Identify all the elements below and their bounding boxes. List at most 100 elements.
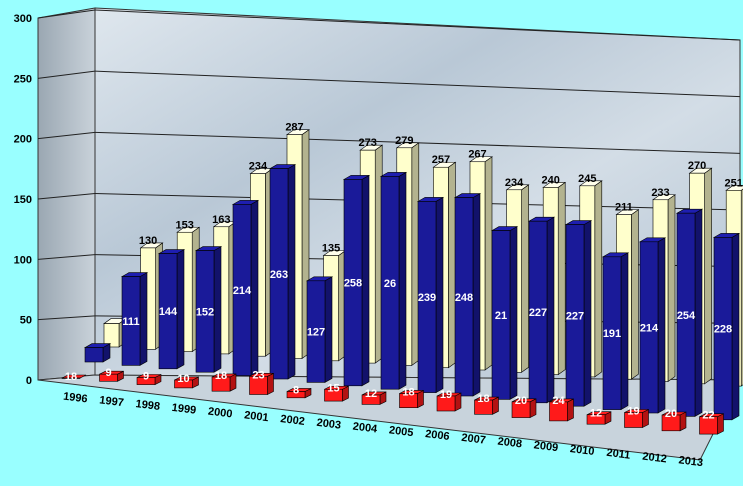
data-label: 135 [322, 243, 340, 255]
data-label: 26 [384, 278, 396, 290]
data-label: 127 [307, 327, 325, 339]
data-label: 227 [566, 310, 584, 322]
x-tick-label: 2005 [388, 424, 414, 439]
data-label: 144 [159, 306, 178, 318]
bar-2001-s0: 23 [249, 369, 274, 395]
bar-2004-s0: 12 [361, 388, 387, 405]
data-label: 24 [552, 395, 565, 407]
data-label: 111 [122, 316, 139, 328]
bar-2002-s1: 127 [305, 276, 334, 383]
data-label: 254 [677, 310, 696, 322]
data-label: 239 [418, 292, 436, 304]
bar-front [624, 412, 643, 428]
bar-1999-s0: 10 [174, 373, 199, 389]
y-axis: 0 50 100 150 200 250 300 [14, 13, 32, 387]
data-label: 163 [212, 214, 230, 226]
bar-front [491, 230, 511, 400]
bar-front [399, 393, 418, 409]
bar-front [174, 379, 193, 389]
data-label: 130 [139, 235, 157, 247]
bar-front [103, 323, 120, 348]
bar-side [717, 413, 724, 435]
bar-side [557, 181, 566, 376]
bar-side [287, 164, 296, 380]
gridline-side [37, 315, 96, 321]
bar-front [602, 256, 622, 410]
bar-2010-s1: 191 [601, 252, 630, 411]
bar-front [549, 401, 568, 422]
data-label: 227 [529, 307, 547, 319]
bar-side [631, 209, 639, 380]
bar-front [232, 204, 252, 376]
bar-front [417, 201, 437, 393]
bar-side [546, 216, 555, 404]
data-label: 19 [440, 389, 452, 401]
bar-side [509, 226, 518, 400]
data-label: 233 [651, 187, 669, 199]
y-tick-label: 200 [14, 134, 32, 146]
bar-front [361, 394, 381, 405]
bar-side [567, 398, 574, 422]
x-tick-label: 2002 [280, 413, 306, 428]
bar-2000-s0: 18 [211, 370, 237, 392]
data-label: 153 [176, 219, 194, 231]
data-label: 287 [285, 122, 303, 134]
bar-front [528, 220, 548, 404]
data-label: 9 [143, 370, 149, 382]
x-tick-label: 2009 [533, 439, 559, 454]
bar-side [472, 193, 481, 397]
bar-side [657, 237, 666, 414]
data-label: 22 [702, 410, 714, 422]
data-label: 21 [495, 310, 507, 322]
bar-front [158, 253, 178, 370]
x-tick-label: 1998 [135, 398, 161, 413]
x-tick-label: 1999 [171, 402, 197, 417]
x-tick-label: 1997 [99, 394, 125, 409]
bar-front [586, 414, 606, 425]
data-label: 263 [270, 269, 288, 281]
bar-front [661, 414, 681, 432]
bar-side [213, 246, 222, 373]
bar-side [435, 196, 444, 394]
bar-front [699, 416, 718, 435]
bar-front [324, 388, 343, 402]
bar-2006-s1: 248 [453, 193, 482, 397]
bar-2001-s1: 263 [268, 164, 297, 380]
data-label: 234 [249, 161, 268, 173]
data-label: 19 [627, 405, 639, 417]
y-tick-label: 100 [14, 254, 32, 266]
data-label: 20 [665, 408, 677, 420]
data-label: 152 [196, 306, 214, 318]
bar-side [594, 180, 603, 378]
bar-2007-s0: 18 [474, 393, 499, 415]
bar-front [380, 176, 400, 390]
bar-front [286, 391, 306, 399]
bar-2008-s0: 20 [511, 395, 537, 419]
data-label: 234 [505, 177, 524, 189]
bar-2008-s1: 227 [527, 216, 556, 404]
bar-1998-s1: 144 [157, 249, 186, 370]
data-label: 257 [432, 154, 450, 166]
bar-2003-s0: 15 [324, 382, 349, 402]
gridline-side [37, 9, 96, 19]
data-label: 18 [402, 386, 414, 398]
data-label: 214 [233, 285, 252, 297]
bar-front [61, 377, 81, 379]
y-tick-label: 150 [14, 194, 32, 206]
bar-side [361, 174, 370, 387]
bar-1998-s0: 9 [136, 370, 162, 386]
bar-2011-s1: 214 [638, 237, 667, 414]
data-label: 12 [365, 388, 377, 400]
data-label: 273 [359, 137, 377, 149]
bar-front [136, 377, 156, 385]
bar-1996-s0: 18 [61, 371, 87, 383]
bar-2005-s1: 239 [416, 196, 445, 394]
bar-front [121, 276, 141, 366]
bar-2013-s1: 228 [712, 232, 741, 421]
bar-side [731, 232, 740, 421]
bar-side [620, 252, 629, 411]
data-label: 20 [515, 395, 527, 407]
gridline-side [37, 193, 96, 200]
bar-front [211, 376, 231, 392]
